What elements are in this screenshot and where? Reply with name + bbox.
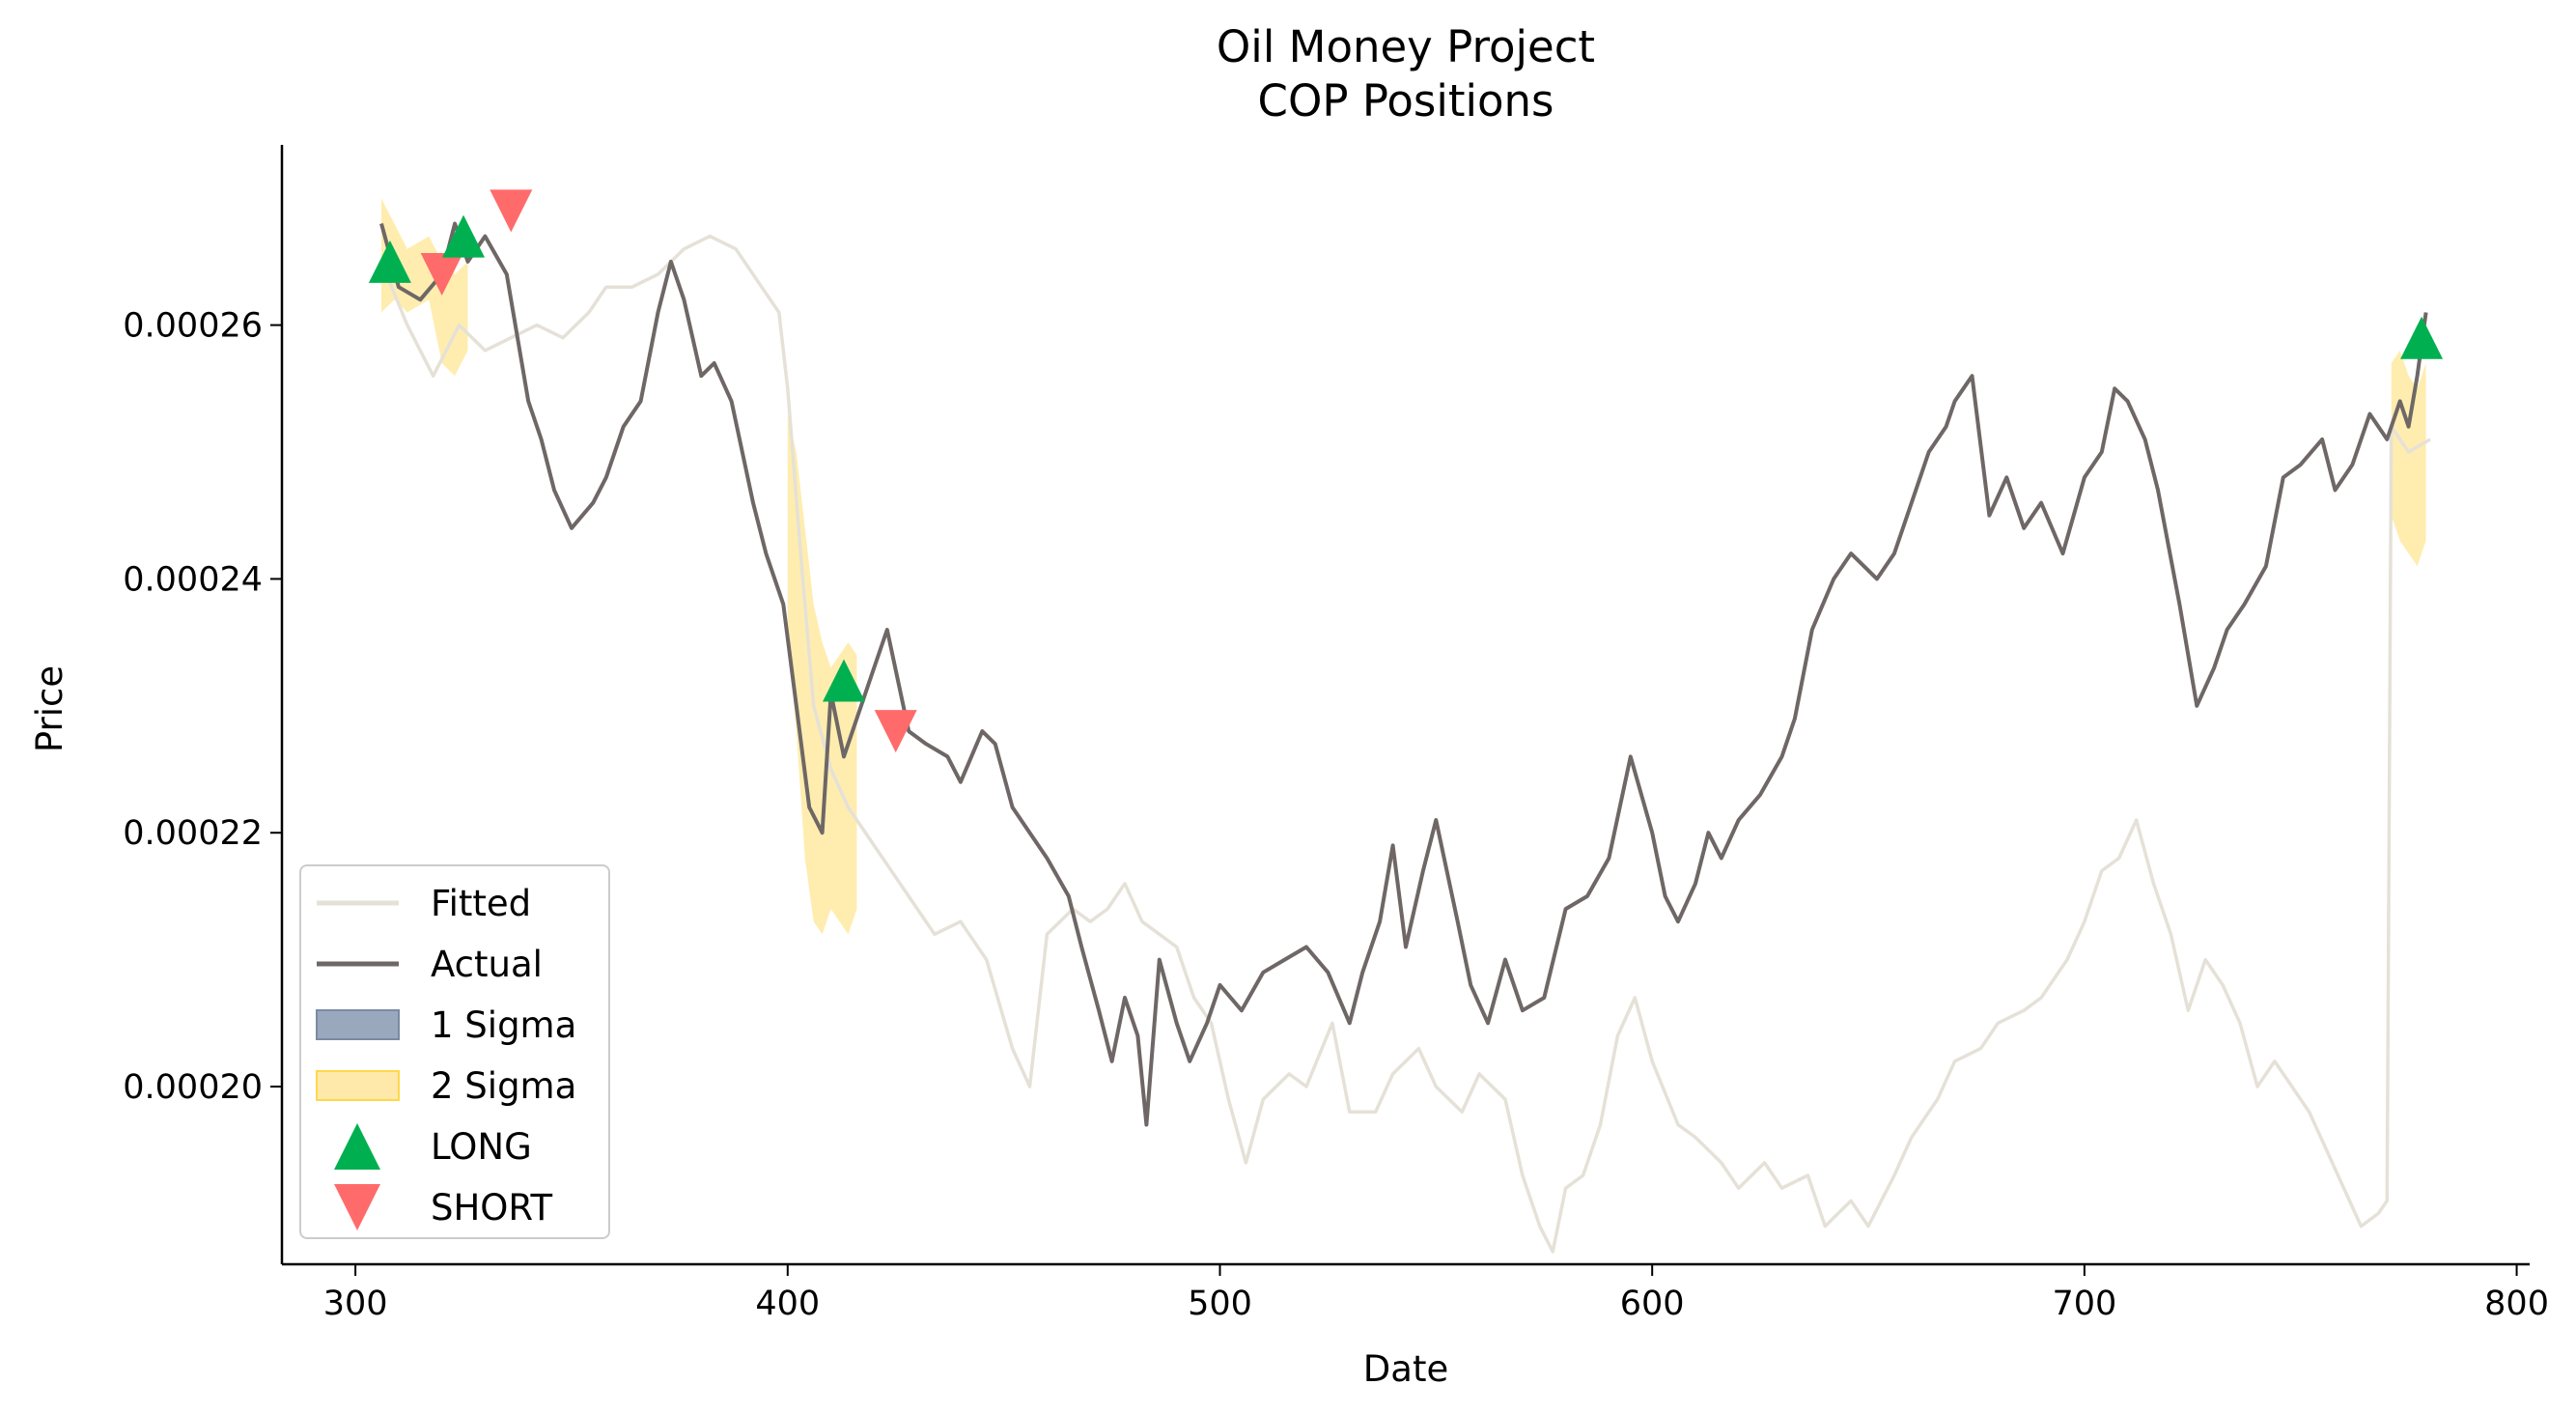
sigma-band-1 [787, 413, 857, 935]
x-tick-label-3: 600 [1620, 1285, 1685, 1323]
long-marker-2 [442, 214, 486, 258]
short-marker-1 [420, 253, 463, 297]
legend-swatch-long [334, 1123, 380, 1170]
x-tick-label-2: 500 [1188, 1285, 1252, 1323]
y-tick-label-2: 0.00024 [123, 560, 263, 599]
long-marker-0 [368, 240, 411, 283]
long-marker-6 [2400, 316, 2444, 359]
sigma-bands [380, 198, 2426, 935]
y-axis-label: Price [29, 665, 70, 752]
fitted-line [379, 234, 2431, 1254]
legend-label-long: LONG [431, 1126, 532, 1168]
legend-label-1-sigma: 1 Sigma [431, 1004, 576, 1046]
sigma-band-0 [380, 198, 468, 377]
x-axis-ticks: 300 400 500 600 700 800 [323, 1264, 2549, 1323]
legend-label-2-sigma: 2 Sigma [431, 1065, 576, 1107]
legend-box [299, 864, 610, 1239]
legend: Fitted Actual 1 Sigma 2 Sigma LONG SHORT [299, 864, 610, 1239]
x-tick-label-0: 300 [323, 1285, 388, 1323]
x-tick-label-1: 400 [755, 1285, 820, 1323]
legend-swatch-2-sigma [316, 1070, 400, 1101]
legend-label-fitted: Fitted [431, 883, 531, 924]
y-tick-label-0: 0.00020 [123, 1068, 263, 1107]
y-axis-ticks: 0.00020 0.00022 0.00024 0.00026 [123, 307, 282, 1107]
series-lines [379, 221, 2431, 1254]
legend-label-actual: Actual [431, 944, 543, 985]
x-axis-label: Date [1363, 1348, 1448, 1390]
x-tick-label-5: 800 [2484, 1285, 2549, 1323]
y-tick-label-1: 0.00022 [123, 814, 263, 853]
short-marker-3 [490, 189, 533, 233]
legend-label-short: SHORT [431, 1187, 552, 1229]
y-tick-label-3: 0.00026 [123, 307, 263, 346]
chart-subtitle: COP Positions [1258, 75, 1554, 127]
legend-swatch-1-sigma [316, 1009, 400, 1040]
signal-markers [368, 189, 2444, 753]
plot-area [368, 189, 2444, 1254]
chart-title: Oil Money Project [1217, 21, 1595, 72]
legend-items: Fitted Actual 1 Sigma 2 Sigma LONG SHORT [316, 883, 576, 1230]
x-tick-label-4: 700 [2052, 1285, 2116, 1323]
short-marker-5 [874, 710, 917, 753]
long-marker-4 [823, 659, 865, 702]
actual-line [379, 221, 2428, 1127]
legend-swatch-short [334, 1184, 380, 1230]
